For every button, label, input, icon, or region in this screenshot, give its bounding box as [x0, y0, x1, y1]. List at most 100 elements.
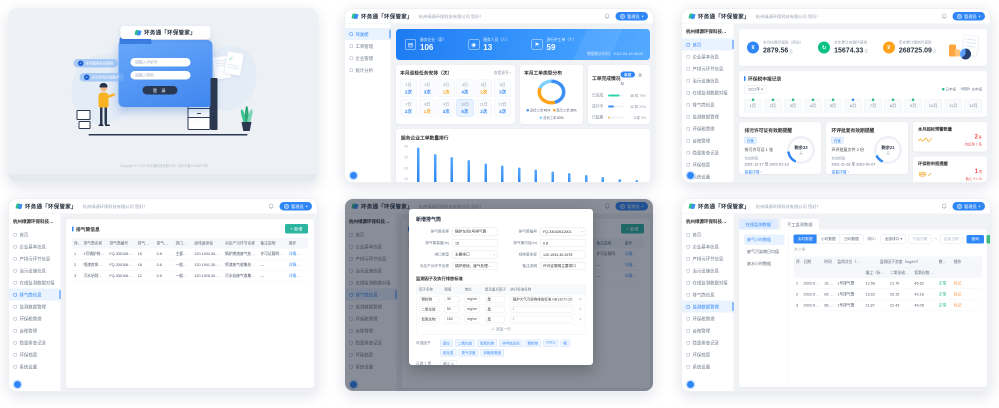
- sidebar-item[interactable]: 产排污环节信息: [9, 253, 61, 265]
- period-toggle-year[interactable]: 全年: [620, 72, 642, 86]
- start-date-input[interactable]: 开始日期: [908, 234, 932, 244]
- selected-chip[interactable]: 烟尘 ✕: [440, 360, 457, 365]
- sidebar-item[interactable]: 治污设施信息: [9, 265, 61, 277]
- sidebar-item[interactable]: 统计分析: [345, 64, 391, 76]
- export-button[interactable]: 导出数据: [986, 234, 990, 244]
- username-input[interactable]: [130, 58, 191, 67]
- query-button[interactable]: 查询: [966, 234, 984, 244]
- standard-input[interactable]: /: [510, 316, 573, 323]
- stack-name-input[interactable]: 锅炉车间1号排气筒: [452, 227, 498, 236]
- tab-manual-data[interactable]: 手工监测数据: [780, 219, 820, 230]
- sidebar-item[interactable]: 监测数据管理: [682, 300, 734, 313]
- granularity-button[interactable]: 小时数据: [816, 234, 841, 244]
- granularity-button[interactable]: 日均数据: [839, 234, 864, 244]
- calendar-day-tile[interactable]: 2日 3次: [418, 79, 436, 97]
- sidebar-item[interactable]: 排气筒信息: [9, 288, 61, 301]
- sidebar-item[interactable]: 监测数据管理: [9, 301, 61, 313]
- sidebar-item[interactable]: 环保税管理: [682, 313, 734, 325]
- sidebar-item[interactable]: 在线监测数据对接: [682, 87, 734, 99]
- sidebar-item[interactable]: 环保税管理: [9, 313, 61, 325]
- factor-chip[interactable]: 颗粒物: [524, 339, 541, 347]
- stack-code-input[interactable]: FQ-33010612001 ▾: [540, 227, 586, 236]
- sidebar-item[interactable]: 排气筒信息: [682, 289, 734, 301]
- key-factor-input[interactable]: 是: [484, 316, 506, 323]
- sidebar-item[interactable]: 环保档案: [682, 159, 734, 171]
- calendar-day-tile[interactable]: 4日 4次: [456, 79, 474, 97]
- user-menu[interactable]: 管理员▾: [952, 12, 985, 21]
- sidebar-item[interactable]: 台账管理: [682, 325, 734, 337]
- sidebar-item[interactable]: 排气筒信息: [682, 99, 734, 111]
- sidebar-item[interactable]: 环保档案: [682, 349, 734, 361]
- bell-icon[interactable]: [941, 13, 948, 20]
- collapse-button[interactable]: [687, 172, 694, 179]
- collapse-button[interactable]: [14, 381, 21, 388]
- factor-chip[interactable]: VOCs: [543, 339, 559, 347]
- factor-chip[interactable]: 林格曼黑度: [480, 349, 504, 357]
- sidebar-item[interactable]: 在线监测数据对接: [682, 277, 734, 289]
- limit-input[interactable]: 50: [444, 306, 460, 313]
- sidebar-item[interactable]: 隐患排查记录: [682, 147, 734, 159]
- remark-input[interactable]: 许可证载明主要排口: [540, 262, 586, 270]
- sidebar-item[interactable]: 企业基本信息: [9, 241, 61, 253]
- key-factor-input[interactable]: 是: [484, 296, 506, 303]
- add-button[interactable]: + 新增: [284, 224, 308, 234]
- calendar-day-tile[interactable]: 12日 4次: [494, 99, 511, 117]
- data-type-item[interactable]: 废水小时数据: [747, 261, 771, 267]
- sidebar-item[interactable]: 环保税管理: [682, 123, 734, 135]
- sidebar-item[interactable]: 台账管理: [682, 135, 734, 147]
- header-company[interactable]: 杭州绿源环保科技有限公司: [418, 13, 470, 19]
- bell-icon[interactable]: [268, 203, 275, 210]
- granularity-button[interactable]: 实时数据: [793, 234, 818, 244]
- factor-chip[interactable]: 氮氧化物: [477, 339, 497, 347]
- sidebar-item[interactable]: 产排污环节信息: [682, 253, 734, 265]
- limit-input[interactable]: 30: [444, 296, 460, 303]
- calendar-day-tile[interactable]: 3日 1次: [437, 79, 455, 97]
- remove-row-icon[interactable]: ✕: [578, 307, 583, 312]
- login-button[interactable]: 登 录: [142, 86, 178, 95]
- detail-link[interactable]: 查看详情 ›: [831, 169, 849, 175]
- calendar-day-tile[interactable]: 6日 3次: [494, 79, 511, 97]
- remove-row-icon[interactable]: ✕: [578, 297, 583, 302]
- data-type-item[interactable]: 废气污染物日均值: [747, 249, 779, 255]
- collapse-button[interactable]: [687, 381, 694, 388]
- bell-icon[interactable]: [604, 13, 611, 20]
- sidebar-item[interactable]: 系统设置: [682, 361, 734, 373]
- header-company[interactable]: 杭州绿源环保科技有限公司: [755, 13, 807, 19]
- sidebar-item[interactable]: 企业基本信息: [682, 51, 734, 63]
- calendar-day-tile[interactable]: 5日 2次: [475, 79, 493, 97]
- factor-chip[interactable]: 烟尘: [440, 339, 453, 347]
- sidebar-item[interactable]: 首页: [682, 229, 734, 241]
- sidebar-item[interactable]: 首页: [9, 229, 61, 241]
- add-row-button[interactable]: ＋ 添加一行: [416, 324, 586, 334]
- standard-input[interactable]: 锅炉大气污染物排放标准 GB13271-2014: [510, 296, 573, 303]
- user-menu[interactable]: 管理员▾: [615, 12, 648, 21]
- header-company[interactable]: 杭州绿源环保科技有限公司: [755, 203, 807, 209]
- factor-chip[interactable]: 臭气浓度: [458, 349, 479, 357]
- remove-row-icon[interactable]: ✕: [578, 317, 583, 322]
- detail-link[interactable]: 详情: [288, 251, 297, 257]
- password-input[interactable]: [130, 71, 191, 80]
- end-date-input[interactable]: 结束日期: [939, 234, 963, 244]
- mark-link[interactable]: 标记: [953, 292, 962, 297]
- view-more-link[interactable]: 查看更多 ›: [493, 70, 511, 75]
- calendar-day-tile[interactable]: 7日 2次: [400, 99, 417, 117]
- sidebar-item[interactable]: 工单管理: [345, 40, 391, 52]
- period-toggle-month[interactable]: 本月: [620, 71, 635, 78]
- standard-input[interactable]: /: [510, 306, 573, 313]
- sidebar-item[interactable]: 隐患排查记录: [9, 337, 61, 349]
- data-type-item[interactable]: 废气小时数据: [744, 234, 785, 245]
- sidebar-item[interactable]: 在线监测数据对接: [9, 277, 61, 289]
- sidebar-item[interactable]: 产排污环节信息: [682, 63, 734, 75]
- factor-chip[interactable]: 硫化氢: [440, 349, 457, 357]
- bell-icon[interactable]: [941, 203, 948, 210]
- factor-chip[interactable]: 二氧化硫: [455, 339, 475, 347]
- coordinates-input[interactable]: 120.1934,30.2675: [540, 250, 586, 259]
- calendar-day-tile[interactable]: 10日 5次: [456, 99, 474, 117]
- outlet-type-select[interactable]: 主要排口 ▾: [452, 250, 498, 259]
- factor-chip[interactable]: 氨: [560, 339, 570, 347]
- outlet-select[interactable]: 全部排口 ▾: [880, 234, 907, 244]
- limit-input[interactable]: 150: [444, 316, 460, 323]
- unit-input[interactable]: mg/m³: [464, 296, 480, 303]
- mark-link[interactable]: 标记: [953, 281, 962, 286]
- factor-input[interactable]: 氮氧化物: [419, 316, 440, 323]
